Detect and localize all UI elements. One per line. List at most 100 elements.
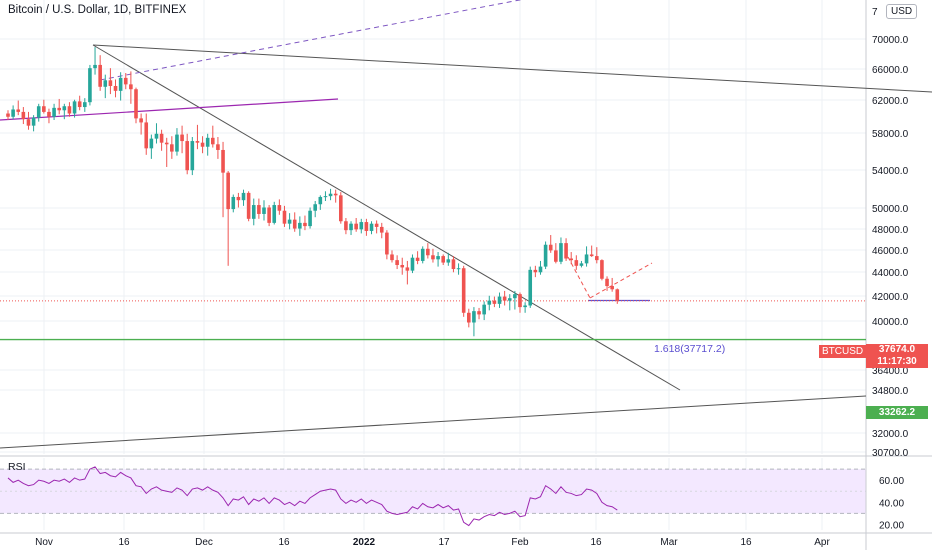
candle-body bbox=[272, 205, 277, 223]
candle-body bbox=[159, 133, 164, 143]
candle bbox=[149, 134, 154, 159]
candle bbox=[518, 292, 522, 313]
candle bbox=[456, 263, 461, 275]
candle-body bbox=[610, 286, 614, 290]
candle-body bbox=[507, 298, 512, 301]
candle bbox=[431, 248, 435, 263]
candle bbox=[267, 205, 271, 227]
candle bbox=[461, 265, 466, 317]
candle bbox=[415, 251, 420, 265]
time-tick-label: 17 bbox=[438, 537, 450, 548]
candle bbox=[216, 137, 220, 159]
candle-body bbox=[83, 102, 87, 108]
candle-body bbox=[554, 250, 558, 262]
candle-body bbox=[308, 210, 312, 227]
candle-body bbox=[52, 107, 56, 117]
candle bbox=[610, 277, 614, 292]
price-tick-label: 44000.0 bbox=[872, 268, 909, 279]
candle bbox=[359, 218, 364, 234]
candle bbox=[615, 288, 620, 304]
candle-body bbox=[451, 259, 456, 270]
candle-body bbox=[113, 85, 118, 91]
candle bbox=[548, 235, 553, 253]
candle bbox=[559, 237, 563, 265]
candle bbox=[226, 171, 230, 266]
candle-body bbox=[600, 260, 604, 279]
candle bbox=[354, 218, 358, 232]
candle-body bbox=[323, 196, 328, 198]
candle bbox=[180, 125, 184, 154]
currency-button[interactable]: USD bbox=[886, 4, 918, 19]
candle-body bbox=[98, 64, 102, 87]
time-tick-label: 16 bbox=[590, 537, 602, 548]
candle-body bbox=[436, 256, 440, 260]
candle bbox=[62, 103, 67, 120]
countdown-value: 11:17:30 bbox=[877, 356, 917, 367]
candle-body bbox=[313, 204, 317, 211]
price-tick-label: 42000.0 bbox=[872, 292, 909, 303]
price-tick-label-partial: 7 bbox=[872, 7, 878, 18]
candle-body bbox=[185, 141, 189, 171]
projection-line-dashed bbox=[99, 0, 523, 81]
last-price-value: 37674.0 bbox=[878, 344, 916, 355]
candle bbox=[497, 292, 502, 308]
candle bbox=[246, 191, 251, 222]
candle-body bbox=[364, 222, 369, 231]
candle-body bbox=[487, 300, 492, 305]
candle bbox=[533, 265, 538, 278]
trend-line-purple bbox=[0, 98, 339, 121]
price-tick-label: 70000.0 bbox=[872, 35, 909, 46]
candle-body bbox=[318, 196, 323, 205]
candle-body bbox=[77, 101, 82, 108]
candle bbox=[123, 73, 128, 90]
candle-body bbox=[482, 304, 486, 315]
candle bbox=[349, 221, 353, 236]
candle-body bbox=[211, 137, 215, 145]
candle-body bbox=[42, 106, 46, 112]
candle bbox=[477, 307, 481, 320]
symbol-tag: BTCUSD bbox=[819, 345, 867, 358]
price-tick-label: 34800.0 bbox=[872, 386, 909, 397]
candle-body bbox=[595, 256, 599, 261]
candle-body bbox=[195, 141, 200, 143]
candle-body bbox=[359, 222, 364, 230]
candle bbox=[277, 199, 282, 215]
candle bbox=[303, 215, 307, 231]
candle bbox=[190, 137, 195, 176]
candle bbox=[395, 255, 399, 270]
price-tick-label: 58000.0 bbox=[872, 129, 909, 140]
candle bbox=[42, 99, 46, 114]
candle bbox=[103, 74, 108, 99]
candle-body bbox=[548, 244, 553, 251]
candle-body bbox=[615, 289, 620, 301]
candle-body bbox=[426, 248, 430, 256]
candle-body bbox=[333, 193, 338, 196]
candle bbox=[139, 113, 143, 135]
time-tick-label: 16 bbox=[278, 537, 290, 548]
candle bbox=[144, 113, 149, 155]
candle-body bbox=[467, 312, 471, 323]
time-tick-label: Apr bbox=[814, 537, 830, 548]
candle-body bbox=[518, 294, 522, 308]
candle bbox=[595, 247, 599, 264]
candle bbox=[292, 212, 297, 232]
price-tick-label: 36400.0 bbox=[872, 366, 909, 377]
time-tick-label: Feb bbox=[511, 537, 529, 548]
price-axis: 70000.0 66000.0 62000.0 58000.0 54000.0 50000… bbox=[872, 7, 909, 531]
candle bbox=[16, 100, 21, 116]
candle-body bbox=[257, 205, 261, 214]
candle bbox=[272, 201, 277, 225]
candle bbox=[543, 241, 548, 270]
candle-body bbox=[282, 210, 287, 224]
candle bbox=[513, 290, 517, 310]
time-tick-label: 2022 bbox=[353, 537, 376, 548]
candle-body bbox=[533, 269, 538, 273]
candle-body bbox=[16, 109, 21, 112]
candle-body bbox=[472, 311, 476, 323]
candle-body bbox=[88, 68, 92, 103]
candle-body bbox=[231, 196, 236, 210]
candle bbox=[52, 103, 56, 120]
candle bbox=[584, 246, 589, 267]
candle-body bbox=[93, 64, 97, 69]
